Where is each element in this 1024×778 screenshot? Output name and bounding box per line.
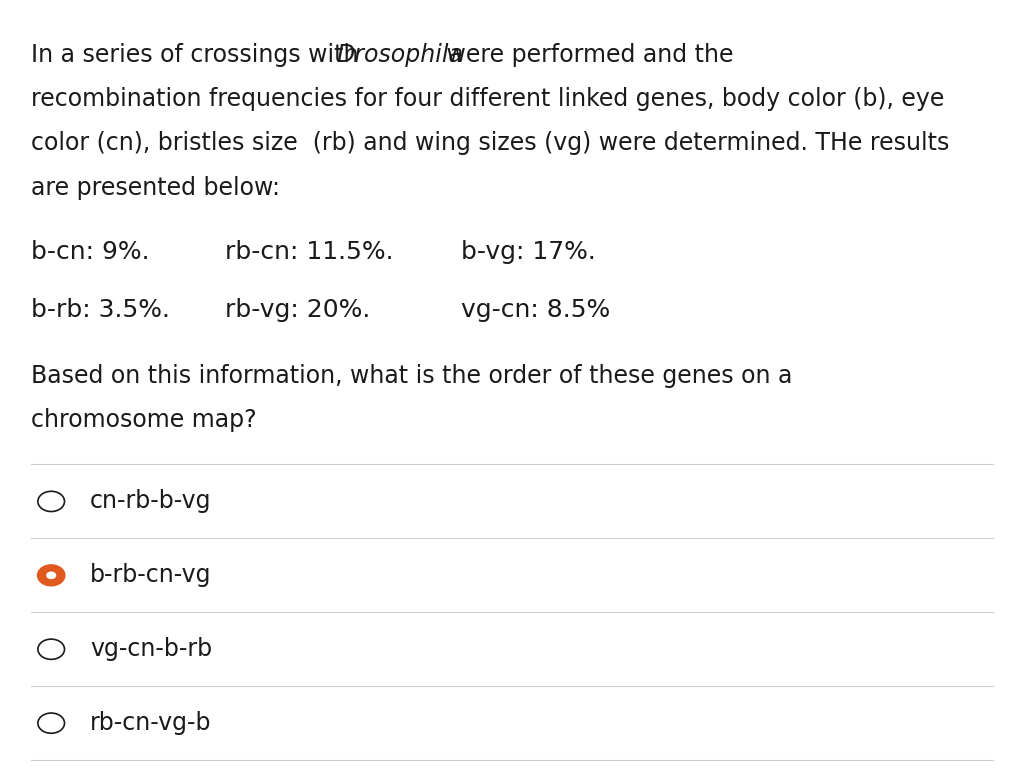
Text: cn-rb-b-vg: cn-rb-b-vg [90,489,212,513]
Text: b-rb: 3.5%.: b-rb: 3.5%. [31,298,170,322]
Text: recombination frequencies for four different linked genes, body color (b), eye: recombination frequencies for four diffe… [31,87,944,111]
Text: were performed and the: were performed and the [438,43,733,67]
Circle shape [38,566,65,586]
Text: b-cn: 9%.: b-cn: 9%. [31,240,150,264]
Text: rb-vg: 20%.: rb-vg: 20%. [225,298,371,322]
Circle shape [46,572,56,579]
Text: rb-cn-vg-b: rb-cn-vg-b [90,711,212,735]
Text: Drosophila: Drosophila [337,43,464,67]
Text: rb-cn: 11.5%.: rb-cn: 11.5%. [225,240,394,264]
Text: chromosome map?: chromosome map? [31,408,256,433]
Text: vg-cn: 8.5%: vg-cn: 8.5% [461,298,610,322]
Text: Based on this information, what is the order of these genes on a: Based on this information, what is the o… [31,364,793,388]
Text: are presented below:: are presented below: [31,176,280,200]
Text: color (cn), bristles size  (rb) and wing sizes (vg) were determined. THe results: color (cn), bristles size (rb) and wing … [31,131,949,156]
Text: vg-cn-b-rb: vg-cn-b-rb [90,637,212,661]
Text: b-vg: 17%.: b-vg: 17%. [461,240,596,264]
Text: In a series of crossings with: In a series of crossings with [31,43,366,67]
Text: b-rb-cn-vg: b-rb-cn-vg [90,563,212,587]
